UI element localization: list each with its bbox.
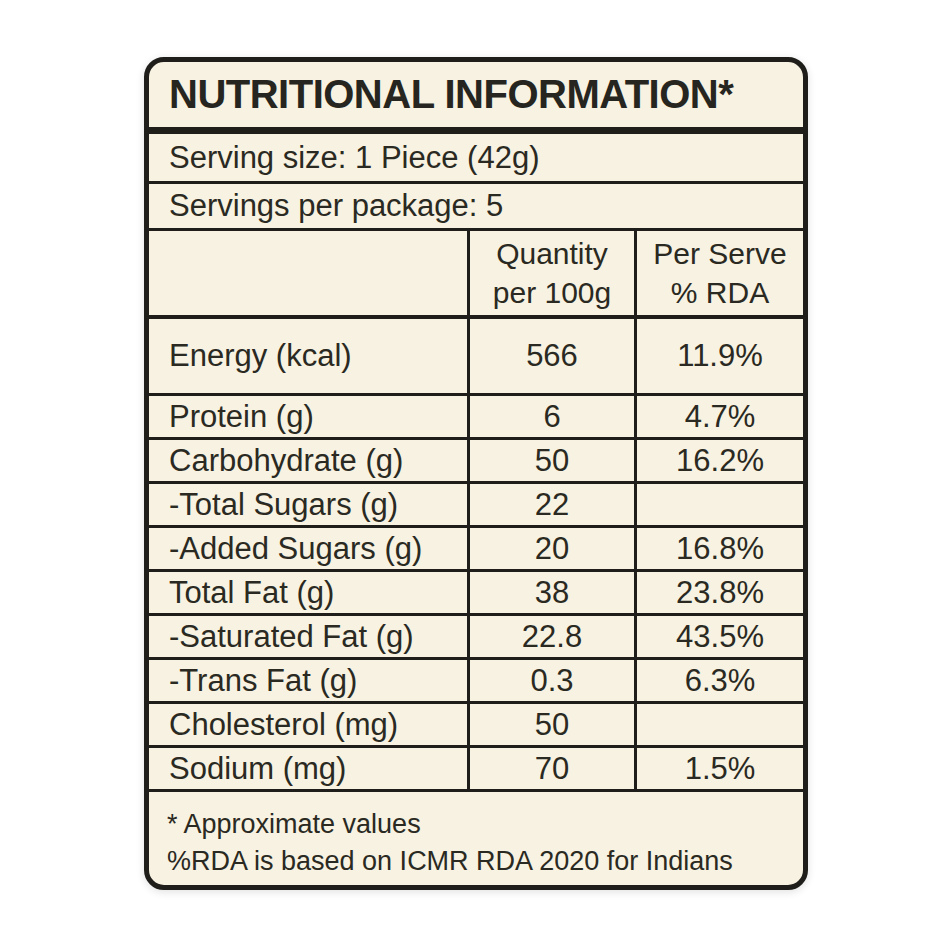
row-rda: 16.8%	[637, 528, 803, 569]
row-quantity: 22	[467, 484, 637, 525]
row-rda: 23.8%	[637, 572, 803, 613]
row-label: -Total Sugars (g)	[149, 484, 467, 525]
servings-per-package-row: Servings per package: 5	[149, 184, 803, 231]
table-row-energy: Energy (kcal) 566 11.9%	[149, 315, 803, 393]
label-title: NUTRITIONAL INFORMATION*	[169, 72, 733, 117]
nutrition-label: NUTRITIONAL INFORMATION* Serving size: 1…	[144, 57, 808, 890]
servings-per-package-text: Servings per package: 5	[169, 188, 503, 224]
row-quantity: 50	[467, 440, 637, 481]
row-quantity: 22.8	[467, 616, 637, 657]
row-label: Total Fat (g)	[149, 572, 467, 613]
row-label: Cholesterol (mg)	[149, 704, 467, 745]
table-row-total-sugars: -Total Sugars (g) 22	[149, 481, 803, 525]
row-rda: 11.9%	[637, 319, 803, 393]
footnote-approximate-values: * Approximate values	[167, 806, 785, 843]
row-rda	[637, 484, 803, 525]
header-per-serve-rda: Per Serve % RDA	[637, 231, 803, 315]
row-quantity: 50	[467, 704, 637, 745]
serving-size-text: Serving size: 1 Piece (42g)	[169, 140, 539, 176]
row-quantity: 70	[467, 748, 637, 789]
row-rda: 4.7%	[637, 396, 803, 437]
row-label: -Saturated Fat (g)	[149, 616, 467, 657]
row-label: Energy (kcal)	[149, 319, 467, 393]
row-label: Sodium (mg)	[149, 748, 467, 789]
row-label: Carbohydrate (g)	[149, 440, 467, 481]
row-quantity: 6	[467, 396, 637, 437]
table-row-cholesterol: Cholesterol (mg) 50	[149, 701, 803, 745]
table-row-total-fat: Total Fat (g) 38 23.8%	[149, 569, 803, 613]
row-label: -Trans Fat (g)	[149, 660, 467, 701]
row-quantity: 38	[467, 572, 637, 613]
serving-size-row: Serving size: 1 Piece (42g)	[149, 134, 803, 184]
row-quantity: 566	[467, 319, 637, 393]
table-row-saturated-fat: -Saturated Fat (g) 22.8 43.5%	[149, 613, 803, 657]
header-quantity-per-100g: Quantity per 100g	[467, 231, 637, 315]
row-label: -Added Sugars (g)	[149, 528, 467, 569]
row-label: Protein (g)	[149, 396, 467, 437]
title-bar: NUTRITIONAL INFORMATION*	[149, 62, 803, 134]
table-row-added-sugars: -Added Sugars (g) 20 16.8%	[149, 525, 803, 569]
nutrition-table: Quantity per 100g Per Serve % RDA Energy…	[149, 231, 803, 789]
row-rda	[637, 704, 803, 745]
table-row-trans-fat: -Trans Fat (g) 0.3 6.3%	[149, 657, 803, 701]
footnote-rda-basis: %RDA is based on ICMR RDA 2020 for India…	[167, 843, 785, 880]
footnotes-section: * Approximate values %RDA is based on IC…	[149, 789, 803, 885]
row-rda: 6.3%	[637, 660, 803, 701]
row-quantity: 0.3	[467, 660, 637, 701]
table-row-sodium: Sodium (mg) 70 1.5%	[149, 745, 803, 789]
header-blank-cell	[149, 231, 467, 315]
table-header-row: Quantity per 100g Per Serve % RDA	[149, 231, 803, 315]
row-rda: 1.5%	[637, 748, 803, 789]
table-row-carbohydrate: Carbohydrate (g) 50 16.2%	[149, 437, 803, 481]
row-rda: 43.5%	[637, 616, 803, 657]
row-quantity: 20	[467, 528, 637, 569]
row-rda: 16.2%	[637, 440, 803, 481]
table-row-protein: Protein (g) 6 4.7%	[149, 393, 803, 437]
